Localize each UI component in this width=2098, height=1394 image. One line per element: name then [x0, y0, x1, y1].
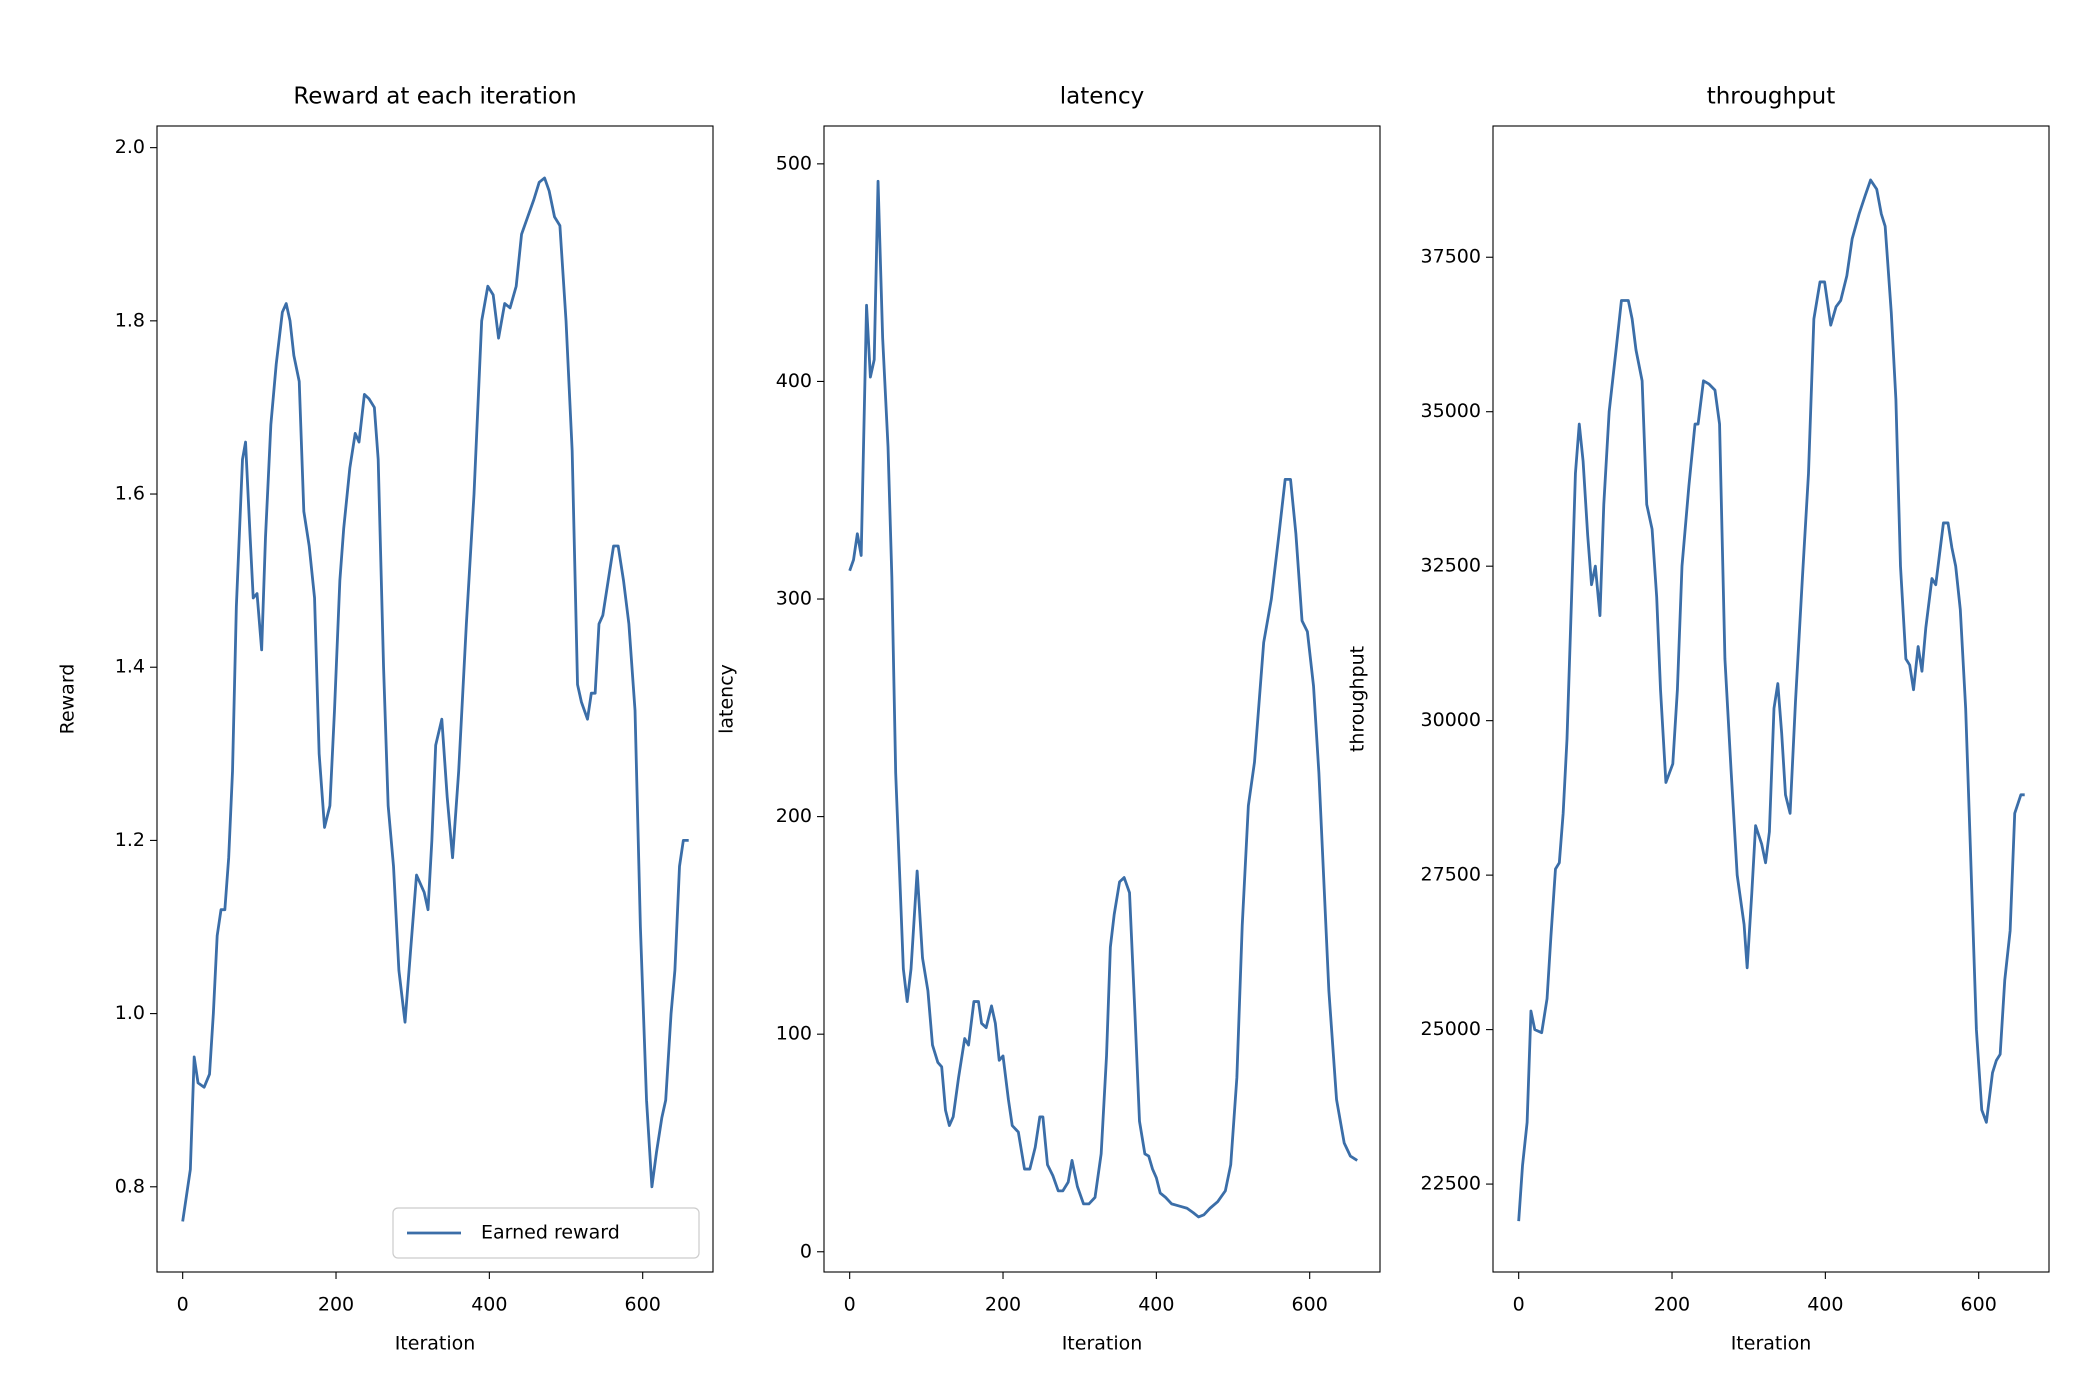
chart-title: latency: [1060, 84, 1145, 110]
legend-label: Earned reward: [481, 1222, 620, 1244]
y-axis-label: latency: [716, 664, 738, 734]
x-tick-label: 400: [471, 1294, 507, 1316]
y-tick-label: 25000: [1421, 1018, 1481, 1040]
y-tick-label: 2.0: [115, 136, 145, 158]
x-tick-label: 400: [1138, 1294, 1174, 1316]
y-tick-label: 0: [800, 1240, 812, 1262]
x-tick-label: 600: [1961, 1294, 1997, 1316]
plot-frame: [823, 125, 1381, 1273]
x-tick-label: 200: [1654, 1294, 1690, 1316]
y-tick-label: 0.8: [115, 1175, 145, 1197]
x-tick-label: 600: [1292, 1294, 1328, 1316]
chart-title: Reward at each iteration: [293, 84, 576, 110]
x-axis-label: Iteration: [395, 1333, 476, 1355]
x-tick-label: 200: [318, 1294, 354, 1316]
y-tick-label: 1.0: [115, 1002, 145, 1024]
plot-frame: [156, 125, 714, 1273]
plot-frame: [1492, 125, 2050, 1273]
x-axis-label: Iteration: [1062, 1333, 1143, 1355]
y-tick-label: 400: [776, 370, 812, 392]
data-line: [1517, 178, 2025, 1222]
data-line: [848, 179, 1358, 1219]
data-line: [181, 176, 689, 1222]
y-tick-label: 1.8: [115, 309, 145, 331]
y-tick-label: 1.4: [115, 656, 145, 678]
y-tick-label: 500: [776, 152, 812, 174]
x-tick-label: 600: [625, 1294, 661, 1316]
y-tick-label: 27500: [1421, 864, 1481, 886]
y-tick-label: 37500: [1421, 246, 1481, 268]
y-tick-label: 200: [776, 805, 812, 827]
y-tick-label: 1.6: [115, 483, 145, 505]
y-axis-label: Reward: [57, 664, 79, 735]
y-tick-label: 32500: [1421, 555, 1481, 577]
x-axis-label: Iteration: [1731, 1333, 1812, 1355]
legend-box: [392, 1207, 700, 1259]
x-tick-label: 400: [1807, 1294, 1843, 1316]
x-tick-label: 0: [844, 1294, 856, 1316]
y-axis-label: throughput: [1347, 646, 1369, 752]
y-tick-label: 1.2: [115, 829, 145, 851]
y-tick-label: 30000: [1421, 709, 1481, 731]
x-tick-label: 0: [177, 1294, 189, 1316]
chart-title: throughput: [1707, 84, 1836, 110]
y-tick-label: 35000: [1421, 400, 1481, 422]
y-tick-label: 22500: [1421, 1173, 1481, 1195]
y-tick-label: 100: [776, 1023, 812, 1045]
x-tick-label: 200: [985, 1294, 1021, 1316]
x-tick-label: 0: [1513, 1294, 1525, 1316]
y-tick-label: 300: [776, 588, 812, 610]
